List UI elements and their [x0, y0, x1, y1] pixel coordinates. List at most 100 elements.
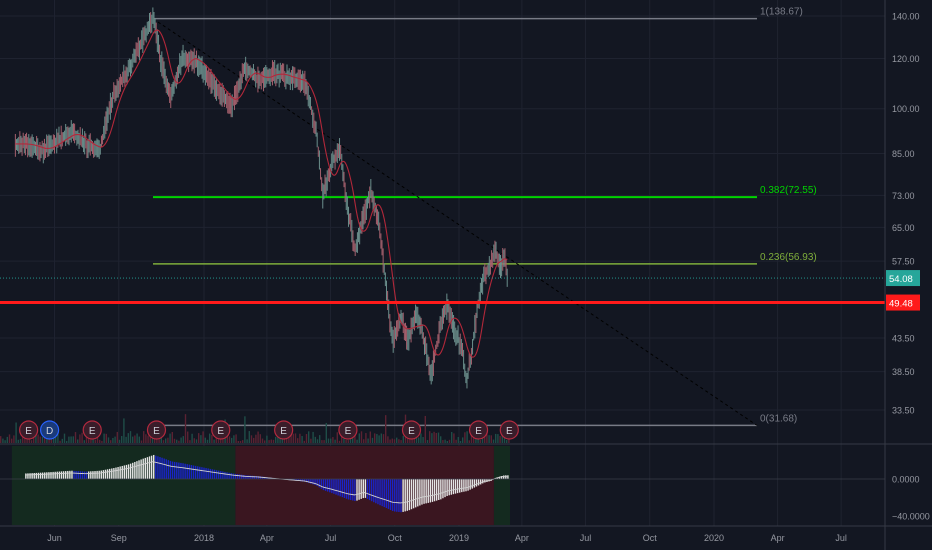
oscillator-pane[interactable]: [0, 454, 885, 513]
volume-bar: [336, 432, 338, 443]
price-tick-label: 43.50: [892, 334, 915, 344]
earnings-marker[interactable]: E: [338, 420, 358, 440]
oscillator-bar: [171, 461, 174, 479]
oscillator-bar: [33, 473, 35, 479]
oscillator-bar: [71, 470, 73, 479]
volume-bar: [66, 440, 68, 443]
volume-bar: [334, 439, 336, 443]
oscillator-bar: [347, 479, 350, 500]
earnings-marker[interactable]: E: [211, 420, 231, 440]
trendline[interactable]: [152, 18, 758, 426]
oscillator-bar: [44, 472, 46, 479]
volume-bar: [488, 435, 490, 443]
fibonacci-retracement[interactable]: 1(138.67) 0.382(72.55) 0.236(56.93) 0(31.68…: [153, 7, 817, 427]
earnings-marker[interactable]: E: [468, 420, 489, 440]
volume-bar: [455, 439, 457, 443]
volume-bar: [385, 415, 387, 443]
oscillator-bar: [230, 473, 232, 479]
oscillator-bar: [431, 479, 434, 502]
volume-bar: [314, 436, 316, 443]
volume-bar: [325, 422, 327, 443]
volume-bar: [37, 434, 39, 443]
oscillator-bar: [236, 474, 239, 479]
oscillator-bar: [496, 477, 499, 479]
oscillator-bar: [438, 479, 440, 500]
oscillator-bar: [167, 460, 170, 479]
earnings-marker[interactable]: D: [40, 420, 60, 440]
oscillator-bar: [414, 479, 417, 508]
oscillator-bar: [50, 472, 52, 479]
dashed-trendline[interactable]: [152, 18, 758, 426]
volume-bar: [393, 439, 396, 443]
oscillator-bar: [507, 475, 509, 479]
oscillator-bar: [473, 479, 476, 488]
earnings-marker[interactable]: E: [499, 420, 519, 440]
volume-bar: [448, 439, 451, 443]
oscillator-bar: [85, 471, 88, 479]
oscillator-bar: [201, 467, 203, 479]
oscillator-bar: [383, 479, 385, 508]
earnings-marker[interactable]: E: [19, 420, 39, 440]
oscillator-bar: [412, 479, 415, 509]
oscillator-bar: [259, 476, 262, 479]
time-tick-label: Jul: [325, 533, 337, 543]
price-tick-label: 57.50: [892, 257, 915, 267]
oscillator-bar: [165, 459, 167, 479]
volume-bar: [99, 439, 101, 443]
volume-bar: [380, 433, 382, 443]
oscillator-bar: [127, 464, 130, 479]
oscillator-bar: [373, 479, 375, 503]
volume-bar: [81, 432, 83, 443]
oscillator-bar: [69, 470, 71, 479]
oscillator-bar: [335, 479, 337, 495]
volume-bar: [187, 431, 189, 443]
oscillator-bar: [140, 459, 142, 479]
volume-bar: [354, 434, 356, 443]
volume-bar: [209, 433, 211, 443]
last-price-badge[interactable]: [886, 270, 920, 287]
volume-bar: [206, 439, 209, 443]
earnings-marker[interactable]: E: [82, 420, 102, 440]
oscillator-bar: [339, 479, 341, 497]
oscillator-bar: [39, 472, 42, 479]
oscillator-bar: [215, 470, 218, 479]
volume-bar: [437, 432, 440, 443]
earnings-marker[interactable]: E: [401, 420, 422, 440]
volume-bar: [22, 434, 24, 443]
oscillator-bar: [498, 476, 501, 479]
volume-bar: [193, 438, 195, 443]
volume-bar: [4, 440, 6, 443]
oscillator-bar: [199, 466, 201, 479]
volume-bar: [466, 431, 468, 443]
volume-bar: [15, 422, 17, 443]
oscillator-bar: [333, 479, 335, 494]
oscillator-bar: [27, 473, 29, 479]
volume-bar: [151, 437, 154, 443]
oscillator-bar: [396, 479, 398, 512]
time-axis[interactable]: Jun Sep 2018 Apr Jul Oct 2019 Apr Jul Oct 2020 Apr J…: [47, 533, 847, 543]
oscillator-bar: [75, 470, 77, 479]
oscillator-bar: [477, 479, 480, 486]
time-tick-label: Oct: [388, 533, 403, 543]
oscillator-bar: [138, 460, 140, 479]
price-tick-label: 65.00: [892, 223, 915, 233]
oscillator-bar: [316, 479, 318, 486]
volume-bar: [0, 436, 2, 443]
volume-bar: [8, 434, 11, 443]
oscillator-bar: [324, 479, 327, 491]
earnings-marker[interactable]: E: [146, 420, 167, 440]
oscillator-bar: [251, 475, 253, 479]
volume-bar: [444, 439, 446, 443]
time-tick-label: Oct: [643, 533, 658, 543]
marker-circle: [401, 420, 422, 440]
earnings-marker[interactable]: E: [274, 420, 294, 440]
horizontal-line-badge[interactable]: [886, 294, 920, 311]
oscillator-bar: [331, 479, 333, 494]
volume-bar: [116, 431, 118, 443]
volume-bar: [6, 436, 8, 443]
oscillator-bar: [482, 479, 484, 484]
volume-bar: [211, 434, 213, 443]
